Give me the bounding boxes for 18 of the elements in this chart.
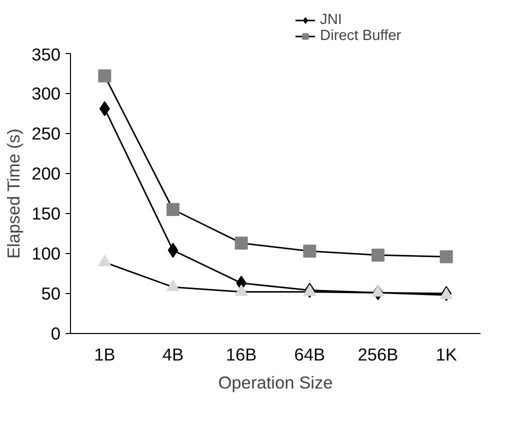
- x-tick-label: 64B: [294, 344, 326, 364]
- y-axis-title: Elapsed Time (s): [4, 128, 24, 259]
- y-tick-label: 300: [32, 84, 61, 104]
- x-tick-label: 4B: [162, 344, 184, 364]
- y-tick-label: 0: [50, 324, 61, 344]
- x-tick-label: 16B: [226, 344, 257, 364]
- x-tick-label: 256B: [358, 344, 398, 364]
- legend-label: Direct Buffer: [320, 28, 402, 44]
- x-tick-label: 1K: [436, 344, 458, 364]
- y-tick-label: 350: [32, 44, 61, 64]
- y-tick-label: 200: [32, 164, 61, 184]
- y-tick-label: 250: [32, 124, 61, 144]
- legend-label: JNI: [320, 12, 342, 28]
- x-axis-title: Operation Size: [218, 372, 333, 392]
- y-tick-label: 50: [41, 284, 61, 304]
- y-tick-label: 100: [32, 244, 61, 264]
- y-tick-label: 150: [32, 204, 61, 224]
- x-tick-label: 1B: [94, 344, 116, 364]
